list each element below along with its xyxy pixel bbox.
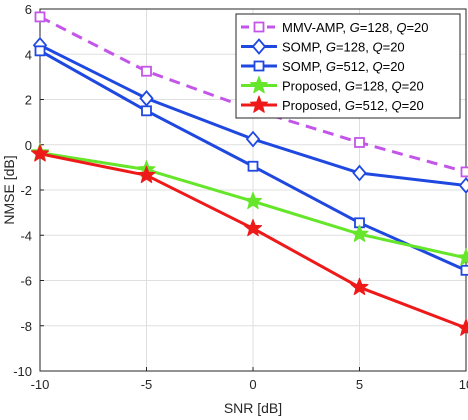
legend-label: Proposed, G=512, Q=20: [282, 98, 424, 113]
y-tick-label: -6: [20, 274, 32, 289]
legend-item: Proposed, G=512, Q=20: [241, 95, 424, 113]
legend-swatch-marker: [249, 76, 269, 94]
data-point: [247, 160, 259, 172]
series-2: [32, 36, 468, 194]
y-tick-label: -4: [20, 228, 32, 243]
y-tick-label: 0: [25, 138, 32, 153]
legend-swatch-marker: [251, 38, 267, 55]
data-point: [456, 318, 468, 336]
data-point: [350, 224, 369, 242]
legend-label: Proposed, G=128, Q=20: [282, 79, 424, 94]
legend-swatch-marker: [249, 95, 269, 113]
x-tick-label: -5: [141, 377, 153, 392]
legend-swatch-marker: [253, 60, 265, 72]
legend-item: Proposed, G=128, Q=20: [241, 76, 424, 94]
series-3: [34, 45, 468, 276]
x-tick-label: 0: [249, 377, 256, 392]
data-point: [460, 166, 468, 178]
series-group: [30, 11, 468, 336]
x-axis-title: SNR [dB]: [224, 400, 282, 416]
series-line: [39, 15, 467, 174]
legend: MMV-AMP, G=128, Q=20 SOMP, G=128, Q=20 SOM…: [235, 13, 461, 119]
y-tick-label: -8: [20, 319, 32, 334]
data-point: [243, 191, 263, 210]
axis-ticks: -10 -5 0 5 10 -10 -8 -6 -4 -2 0 2 4 6: [13, 2, 468, 392]
data-point: [352, 164, 367, 182]
y-tick-label: -10: [13, 364, 32, 379]
data-point: [137, 165, 156, 184]
data-point: [350, 277, 369, 296]
y-axis-title: NMSE [dB]: [1, 155, 17, 224]
data-point: [34, 45, 46, 57]
data-point: [139, 89, 154, 107]
data-point: [243, 218, 263, 237]
series-5: [30, 144, 468, 336]
data-point: [245, 130, 261, 148]
legend-label: MMV-AMP, G=128, Q=20: [282, 20, 429, 35]
legend-label: SOMP, G=512, Q=20: [282, 59, 405, 74]
data-point: [456, 248, 468, 266]
legend-item: SOMP, G=128, Q=20: [241, 38, 405, 55]
data-point: [30, 144, 50, 162]
y-tick-label: 2: [25, 93, 32, 108]
legend-swatch-marker: [253, 21, 265, 33]
data-point: [460, 264, 468, 276]
data-point: [354, 137, 365, 148]
data-point: [458, 177, 468, 194]
x-tick-label: 10: [459, 377, 468, 392]
legend-box: [235, 13, 461, 119]
y-tick-label: 4: [25, 47, 32, 62]
y-tick-label: -2: [20, 183, 32, 198]
y-tick-label: 6: [25, 2, 32, 17]
legend-label: SOMP, G=128, Q=20: [282, 40, 405, 55]
legend-item: SOMP, G=512, Q=20: [241, 59, 405, 74]
data-point: [34, 11, 46, 23]
x-tick-label: -10: [31, 377, 50, 392]
data-point: [141, 105, 152, 117]
data-point: [141, 65, 152, 77]
legend-item: MMV-AMP, G=128, Q=20: [241, 20, 429, 35]
x-tick-label: 5: [356, 377, 363, 392]
